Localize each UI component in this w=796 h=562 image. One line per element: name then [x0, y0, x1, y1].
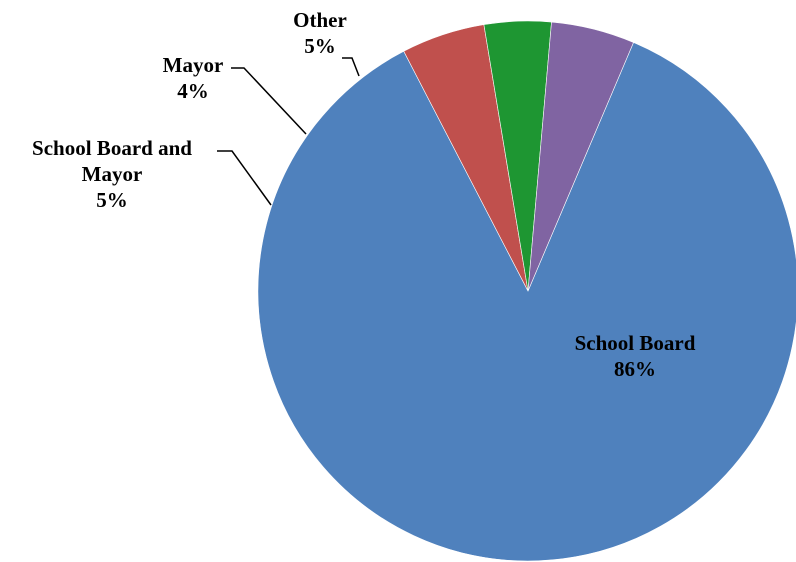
pie-slices: [257, 20, 796, 562]
slice-name-school-board-and-mayor: School Board and: [32, 136, 192, 160]
leader-line-mayor: [231, 67, 307, 135]
slice-name-school-board: School Board: [575, 331, 696, 355]
slice-name-mayor: Mayor: [163, 53, 224, 77]
slice-percent-other: 5%: [304, 34, 336, 58]
pie-slice-other: [527, 21, 634, 292]
slice-labels: School Board 86%School Board and Mayor 5%Ma…: [32, 8, 696, 381]
leader-line-school-board-and-mayor: [217, 150, 272, 206]
slice-label-mayor: Mayor 4%: [163, 53, 224, 103]
slice-label-school-board-and-mayor: School Board and Mayor 5%: [32, 136, 192, 212]
slice-name-other: Other: [293, 8, 347, 32]
leader-line-other: [342, 57, 360, 77]
slice-percent-mayor: 4%: [177, 79, 209, 103]
pie-slice-school-board: [257, 42, 796, 562]
slice-percent-school-board-and-mayor: 5%: [96, 188, 128, 212]
leader-lines: [217, 57, 360, 206]
slice-label-other: Other 5%: [293, 8, 347, 58]
slice-label-school-board: School Board 86%: [575, 331, 696, 381]
slice-percent-school-board: 86%: [614, 357, 656, 381]
slice-name-school-board-and-mayor: Mayor: [82, 162, 143, 186]
